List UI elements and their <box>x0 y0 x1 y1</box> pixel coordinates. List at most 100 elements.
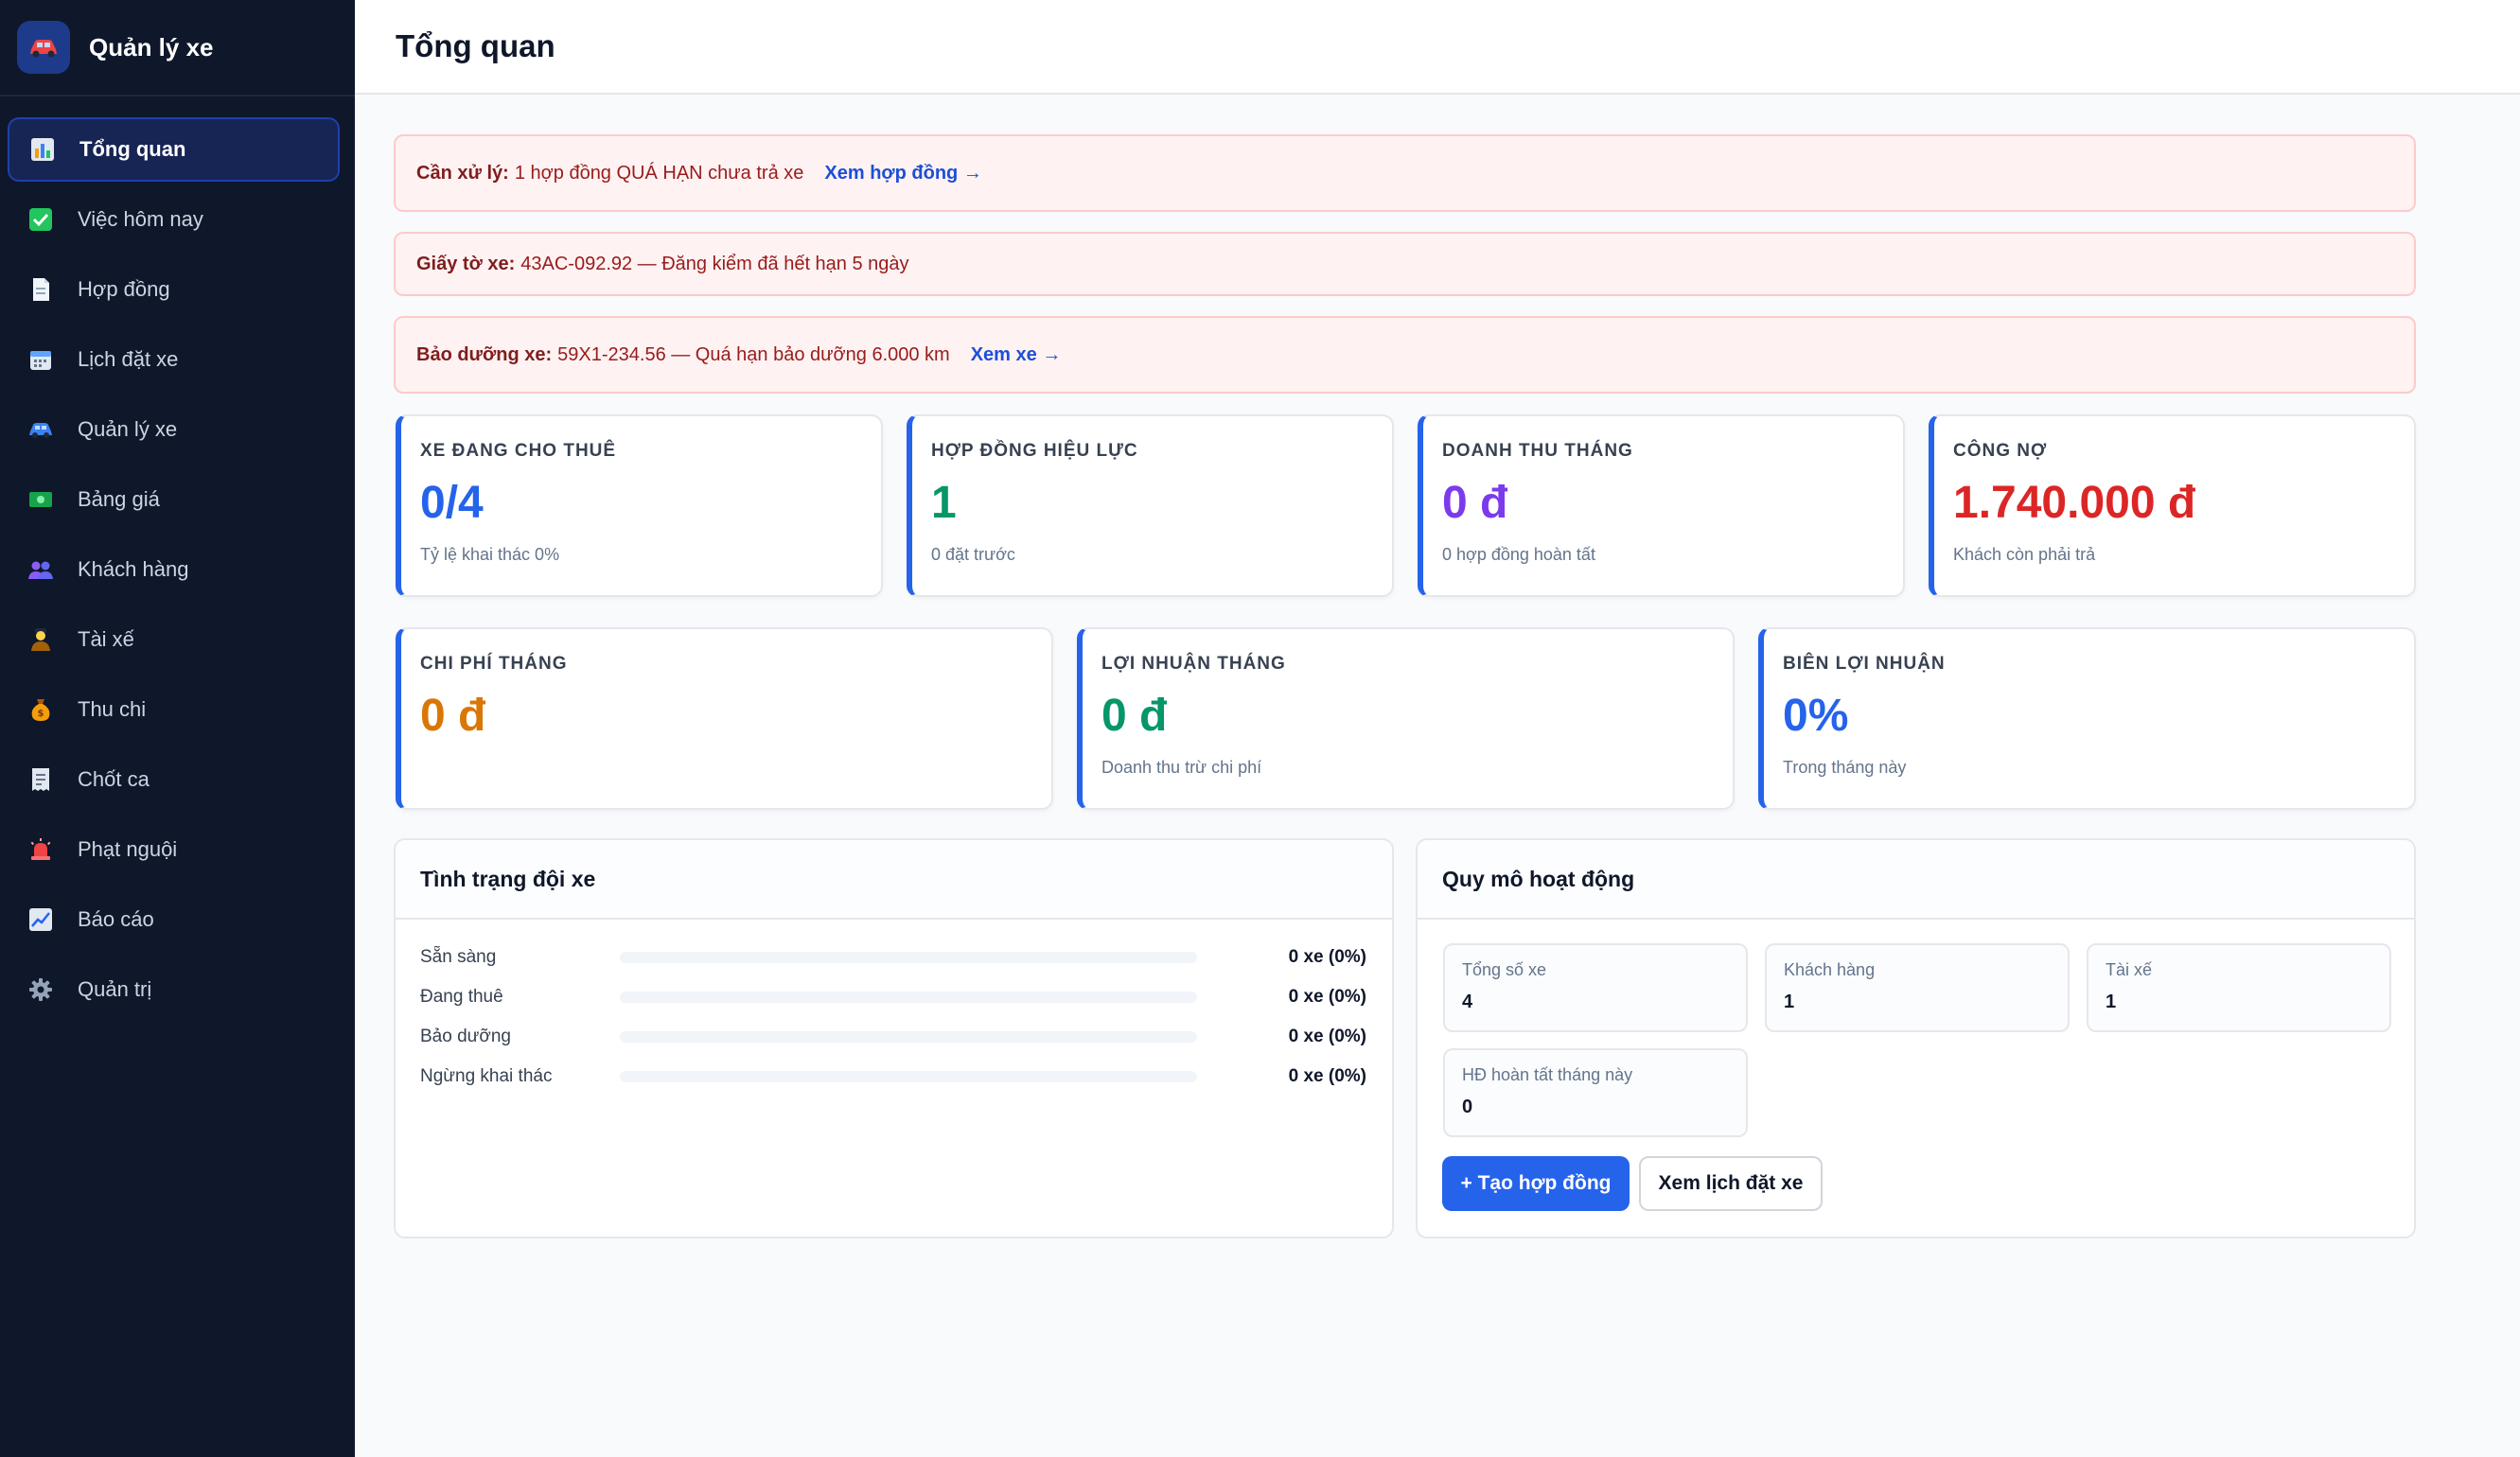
siren-icon <box>26 835 55 864</box>
scale-item-label: HĐ hoàn tất tháng này <box>1462 1065 1633 1084</box>
check-icon <box>26 205 55 234</box>
view-schedule-button[interactable]: Xem lịch đặt xe <box>1639 1156 1823 1211</box>
stat-sub: Trong tháng này <box>1783 758 1907 777</box>
fleet-row-value: 0 xe (0%) <box>1288 1027 1366 1046</box>
scale-item-drivers: Tài xế 1 <box>2087 943 2391 1032</box>
fleet-row-label: Bảo dưỡng <box>420 1027 511 1046</box>
scale-item-label: Tài xế <box>2106 960 2153 979</box>
sidebar-item-bang-gia[interactable]: Bảng giá <box>8 467 340 532</box>
fleet-progress-bar <box>620 952 1197 963</box>
fleet-progress-bar <box>620 992 1197 1003</box>
stat-card-active-contracts: HỢP ĐỒNG HIỆU LỰC 1 0 đặt trước <box>907 414 1394 597</box>
view-vehicle-link[interactable]: Xem xe → <box>970 343 1062 365</box>
fleet-row-label: Đang thuê <box>420 987 503 1007</box>
stat-label: BIÊN LỢI NHUẬN <box>1783 654 1946 674</box>
sidebar-item-chot-ca[interactable]: Chốt ca <box>8 747 340 812</box>
sidebar-item-label: Thu chi <box>78 697 147 721</box>
fleet-progress-bar <box>620 1071 1197 1082</box>
page-title: Tổng quan <box>396 28 555 63</box>
create-contract-button[interactable]: + Tạo hợp đồng <box>1442 1156 1630 1211</box>
stat-value: 0 đ <box>420 691 486 741</box>
view-contract-link[interactable]: Xem hợp đồng → <box>824 162 982 184</box>
stat-sub: Khách còn phải trả <box>1953 545 2096 564</box>
stat-label: CHI PHÍ THÁNG <box>420 654 568 674</box>
sidebar-item-quan-ly-xe[interactable]: Quản lý xe <box>8 397 340 462</box>
sidebar-item-label: Phạt nguội <box>78 837 178 861</box>
calendar-icon <box>26 345 55 374</box>
scale-item-value: 0 <box>1462 1097 1473 1117</box>
alert-message: 59X1-234.56 — Quá hạn bảo dưỡng 6.000 km <box>557 343 950 365</box>
scale-item-value: 4 <box>1462 992 1473 1012</box>
driver-icon <box>26 625 55 654</box>
money-icon <box>26 485 55 514</box>
topbar: Tổng quan <box>355 0 2520 95</box>
sidebar-item-label: Quản lý xe <box>78 417 178 441</box>
sidebar-item-thu-chi[interactable]: $ Thu chi <box>8 677 340 742</box>
car-icon <box>26 415 55 444</box>
sidebar: Quản lý xe Tổng quan Việc hôm nay Hợp đồ… <box>0 0 355 1457</box>
fleet-status-panel: Tình trạng đội xe Sẵn sàng 0 xe (0%) Đan… <box>394 838 1394 1238</box>
stat-card-monthly-revenue: DOANH THU THÁNG 0 đ 0 hợp đồng hoàn tất <box>1418 414 1905 597</box>
alert-vehicle-papers: Giấy tờ xe: 43AC-092.92 — Đăng kiểm đã h… <box>394 232 2416 296</box>
fleet-row-value: 0 xe (0%) <box>1288 1066 1366 1086</box>
stat-card-debt: CÔNG NỢ 1.740.000 đ Khách còn phải trả <box>1929 414 2416 597</box>
sidebar-item-label: Hợp đồng <box>78 277 170 301</box>
sidebar-item-label: Lịch đặt xe <box>78 347 179 371</box>
stat-value: 0% <box>1783 691 1849 741</box>
sidebar-item-lich-dat-xe[interactable]: Lịch đặt xe <box>8 327 340 392</box>
receipt-icon <box>26 765 55 794</box>
document-icon <box>26 275 55 304</box>
fleet-row-inactive: Ngừng khai thác 0 xe (0%) <box>420 1062 1366 1091</box>
stat-card-profit-margin: BIÊN LỢI NHUẬN 0% Trong tháng này <box>1758 627 2416 810</box>
alert-overdue-contract: Cần xử lý: 1 hợp đồng QUÁ HẠN chưa trả x… <box>394 134 2416 212</box>
sidebar-item-label: Báo cáo <box>78 907 154 931</box>
fleet-row-rented: Đang thuê 0 xe (0%) <box>420 983 1366 1011</box>
sidebar-item-label: Việc hôm nay <box>78 207 203 231</box>
stat-card-monthly-cost: CHI PHÍ THÁNG 0 đ <box>396 627 1053 810</box>
sidebar-item-bao-cao[interactable]: Báo cáo <box>8 887 340 952</box>
stat-value: 0 đ <box>1442 478 1508 528</box>
stat-value: 0 đ <box>1101 691 1168 741</box>
stat-card-vehicles-rented: XE ĐANG CHO THUÊ 0/4 Tỷ lệ khai thác 0% <box>396 414 883 597</box>
alert-title: Bảo dưỡng xe: <box>416 343 553 365</box>
sidebar-item-label: Bảng giá <box>78 487 160 511</box>
stat-card-monthly-profit: LỢI NHUẬN THÁNG 0 đ Doanh thu trừ chi ph… <box>1077 627 1735 810</box>
sidebar-item-viec-hom-nay[interactable]: Việc hôm nay <box>8 187 340 252</box>
chart-icon <box>28 135 57 164</box>
trend-icon <box>26 905 55 934</box>
sidebar-item-tong-quan[interactable]: Tổng quan <box>8 117 340 182</box>
panel-title: Tình trạng đội xe <box>396 840 1392 920</box>
gear-icon <box>26 975 55 1004</box>
scale-item-customers: Khách hàng 1 <box>1765 943 2070 1032</box>
fleet-progress-bar <box>620 1031 1197 1043</box>
stat-sub: Doanh thu trừ chi phí <box>1101 758 1262 777</box>
scale-item-value: 1 <box>2106 992 2117 1012</box>
sidebar-item-tai-xe[interactable]: Tài xế <box>8 607 340 672</box>
car-icon <box>17 21 70 74</box>
sidebar-item-label: Quản trị <box>78 977 152 1001</box>
fleet-row-value: 0 xe (0%) <box>1288 987 1366 1007</box>
stat-label: DOANH THU THÁNG <box>1442 441 1633 461</box>
fleet-row-maintenance: Bảo dưỡng 0 xe (0%) <box>420 1023 1366 1051</box>
sidebar-item-hop-dong[interactable]: Hợp đồng <box>8 257 340 322</box>
panel-title: Quy mô hoạt động <box>1418 840 2414 920</box>
sidebar-item-label: Tài xế <box>78 627 134 651</box>
alert-title: Giấy tờ xe: <box>416 253 516 274</box>
alert-message: 1 hợp đồng QUÁ HẠN chưa trả xe <box>514 162 804 184</box>
alert-title: Cần xử lý: <box>416 162 509 184</box>
sidebar-item-quan-tri[interactable]: Quản trị <box>8 957 340 1022</box>
stat-value: 1 <box>931 478 957 528</box>
stat-label: CÔNG NỢ <box>1953 441 2048 461</box>
fleet-row-label: Ngừng khai thác <box>420 1066 553 1086</box>
scale-item-total-vehicles: Tổng số xe 4 <box>1443 943 1748 1032</box>
sidebar-item-label: Chốt ca <box>78 767 150 791</box>
app-title: Quản lý xe <box>89 32 214 61</box>
brand: Quản lý xe <box>0 0 355 97</box>
svg-text:$: $ <box>38 709 44 719</box>
sidebar-item-khach-hang[interactable]: Khách hàng <box>8 537 340 602</box>
sidebar-item-phat-nguoi[interactable]: Phạt nguội <box>8 817 340 882</box>
stat-label: LỢI NHUẬN THÁNG <box>1101 654 1286 674</box>
sidebar-item-label: Khách hàng <box>78 557 189 581</box>
scale-item-label: Tổng số xe <box>1462 960 1547 979</box>
fleet-row-value: 0 xe (0%) <box>1288 947 1366 967</box>
